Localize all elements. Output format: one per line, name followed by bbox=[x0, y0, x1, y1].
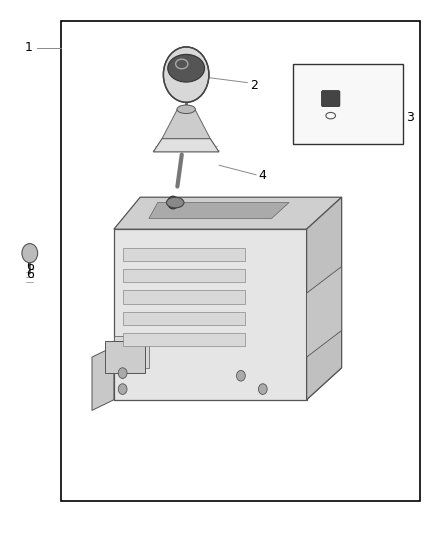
Circle shape bbox=[22, 244, 38, 263]
Text: 6: 6 bbox=[26, 260, 34, 273]
Bar bbox=[123, 269, 245, 282]
Bar bbox=[123, 312, 245, 325]
FancyBboxPatch shape bbox=[321, 91, 340, 107]
Polygon shape bbox=[307, 266, 342, 357]
Text: 6: 6 bbox=[26, 268, 34, 280]
Polygon shape bbox=[114, 197, 342, 229]
Bar bbox=[293, 64, 403, 144]
Text: 3: 3 bbox=[406, 111, 413, 124]
Polygon shape bbox=[114, 336, 149, 368]
Bar bbox=[123, 333, 245, 346]
Ellipse shape bbox=[177, 105, 195, 114]
Circle shape bbox=[118, 368, 127, 378]
Circle shape bbox=[118, 384, 127, 394]
Circle shape bbox=[163, 47, 209, 102]
Polygon shape bbox=[114, 229, 307, 400]
Polygon shape bbox=[149, 203, 289, 219]
Ellipse shape bbox=[168, 54, 205, 82]
Bar bbox=[123, 248, 245, 261]
Text: 2: 2 bbox=[250, 79, 258, 92]
Polygon shape bbox=[153, 139, 219, 152]
Bar bbox=[61, 21, 420, 501]
Polygon shape bbox=[162, 109, 210, 139]
Circle shape bbox=[168, 196, 178, 209]
Ellipse shape bbox=[166, 197, 184, 208]
Bar bbox=[123, 290, 245, 304]
Circle shape bbox=[237, 370, 245, 381]
Text: 1: 1 bbox=[25, 42, 32, 54]
Text: 5: 5 bbox=[237, 324, 245, 337]
Polygon shape bbox=[307, 197, 342, 400]
Text: 4: 4 bbox=[259, 169, 267, 182]
Bar bbox=[105, 341, 145, 373]
Circle shape bbox=[258, 384, 267, 394]
Polygon shape bbox=[114, 368, 342, 400]
Polygon shape bbox=[92, 346, 114, 410]
